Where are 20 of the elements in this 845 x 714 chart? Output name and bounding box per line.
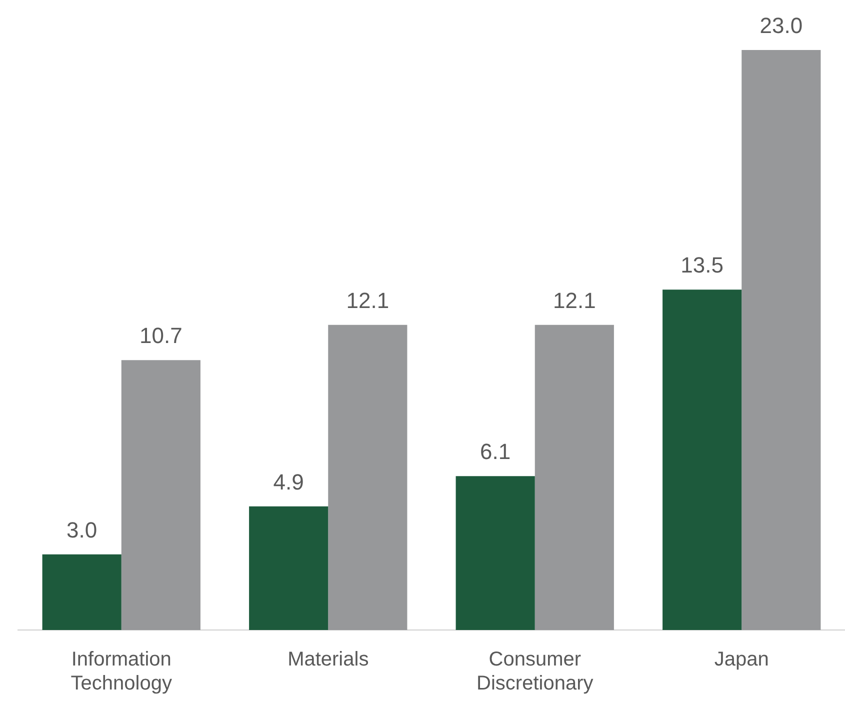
data-label: 23.0 xyxy=(760,13,803,38)
bar xyxy=(42,554,122,630)
bar xyxy=(742,50,821,630)
x-tick-label: Consumer Discretionary xyxy=(476,648,594,695)
data-label: 13.5 xyxy=(680,252,724,278)
x-tick-label: Japan xyxy=(714,648,769,671)
bar xyxy=(662,290,742,630)
data-label: 3.0 xyxy=(66,517,98,542)
x-tick-label: Information Technology xyxy=(70,648,172,695)
bar xyxy=(328,324,408,630)
data-label: 12.1 xyxy=(346,288,390,313)
data-label: 10.7 xyxy=(140,323,182,348)
bar xyxy=(534,324,614,630)
data-label: 6.1 xyxy=(480,439,511,464)
data-label: 12.1 xyxy=(553,288,596,313)
bar xyxy=(121,360,200,630)
data-label: 4.9 xyxy=(273,469,304,494)
x-tick-label: Materials xyxy=(288,648,369,671)
bar xyxy=(249,506,328,630)
bar xyxy=(456,476,535,630)
